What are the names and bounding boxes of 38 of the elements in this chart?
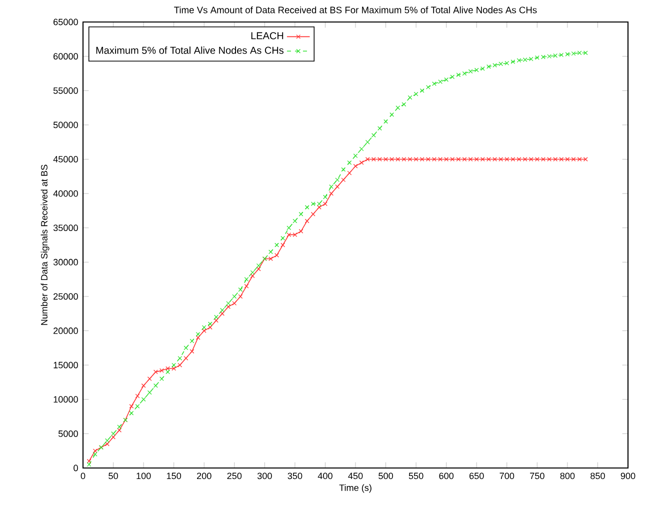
y-tick-label: 65000 bbox=[54, 18, 78, 26]
y-tick-label: 20000 bbox=[54, 328, 78, 334]
chart-title: Time Vs Amount of Data Received at BS For Maximum 5% of Total Alive Nodes As CHs bbox=[174, 6, 537, 14]
x-tick-label: 900 bbox=[620, 472, 636, 480]
x-tick-label: 350 bbox=[288, 472, 302, 480]
x-tick-label: 750 bbox=[530, 472, 544, 480]
x-tick-label: 800 bbox=[560, 472, 575, 480]
y-tick-label: 0 bbox=[74, 464, 78, 472]
x-tick-label: 300 bbox=[257, 472, 272, 480]
x-tick-label: 700 bbox=[500, 472, 514, 480]
x-tick-label: 150 bbox=[166, 472, 182, 480]
x-tick-label: 550 bbox=[408, 472, 424, 480]
y-tick-label: 50000 bbox=[53, 122, 78, 128]
x-tick-label: 850 bbox=[590, 472, 605, 480]
x-tick-label: 400 bbox=[318, 472, 332, 480]
x-tick-label: 0 bbox=[80, 472, 86, 480]
y-tick-label: 10000 bbox=[54, 396, 78, 403]
y-axis-title: Number of Data Signals Received at BS bbox=[40, 164, 50, 325]
x-tick-label: 50 bbox=[108, 472, 118, 480]
y-tick-label: 35000 bbox=[53, 224, 78, 232]
y-tick-label: 55000 bbox=[53, 87, 78, 94]
y-tick-label: 45000 bbox=[53, 156, 78, 162]
y-tick-label: 15000 bbox=[54, 362, 78, 368]
x-tick-label: 250 bbox=[227, 472, 242, 480]
x-tick-label: 600 bbox=[439, 472, 454, 480]
y-tick-label: 30000 bbox=[53, 258, 78, 266]
x-tick-label: 100 bbox=[136, 472, 151, 480]
y-tick-label: 25000 bbox=[54, 293, 78, 300]
x-tick-label: 500 bbox=[378, 472, 393, 480]
y-tick-label: 60000 bbox=[54, 53, 78, 60]
legend-label: LEACH bbox=[251, 32, 284, 40]
x-tick-label: 650 bbox=[470, 472, 484, 480]
x-axis-title: Time (s) bbox=[339, 484, 372, 493]
x-tick-label: 200 bbox=[197, 472, 212, 480]
x-tick-label: 450 bbox=[348, 472, 363, 480]
legend-label: Maximum 5% of Total Alive Nodes As CHs bbox=[96, 46, 284, 54]
y-tick-label: 40000 bbox=[53, 190, 78, 197]
y-tick-label: 5000 bbox=[58, 430, 78, 437]
